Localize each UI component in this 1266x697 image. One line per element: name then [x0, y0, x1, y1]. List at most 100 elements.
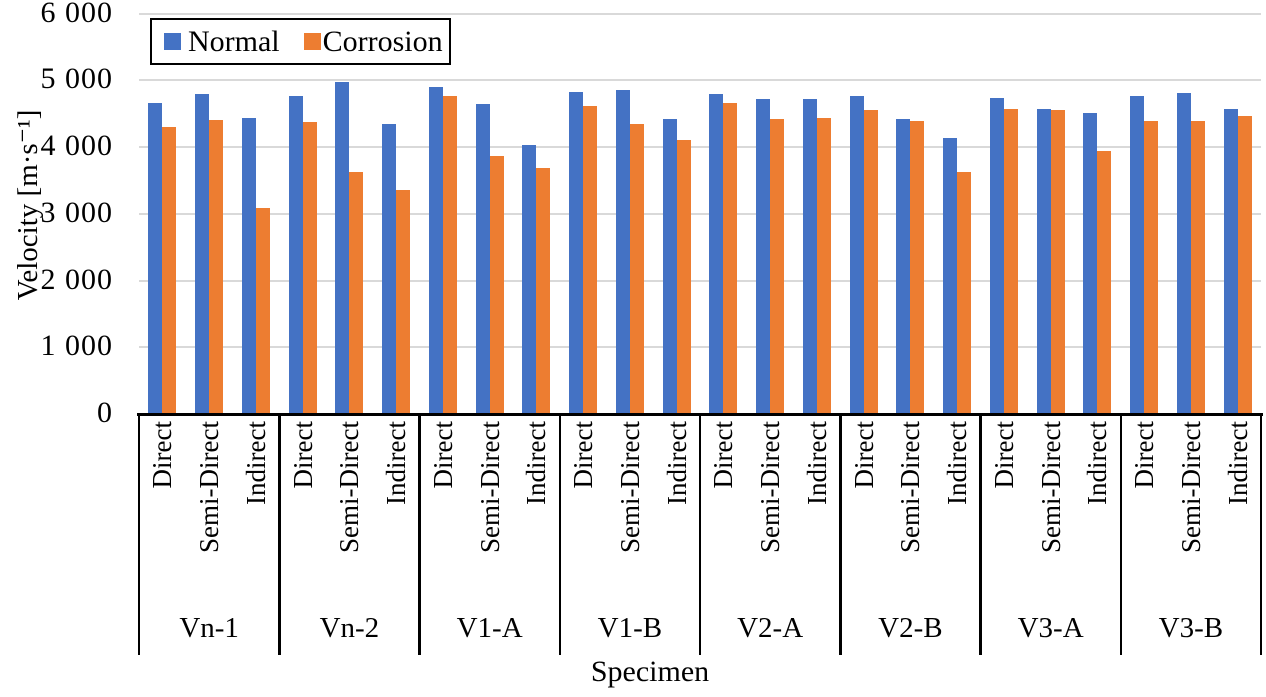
- category-divider: [418, 414, 421, 655]
- y-tick-label: 6 000: [40, 0, 113, 29]
- direction-label: Direct: [708, 421, 739, 489]
- bar-corrosion-Vn-1-indirect: [255, 207, 270, 414]
- bar-normal-V3-B-semi-direct: [1176, 92, 1191, 414]
- direction-label: Indirect: [381, 421, 412, 505]
- bar-corrosion-V3-A-indirect: [1097, 151, 1112, 414]
- direction-label: Direct: [427, 421, 458, 489]
- bar-corrosion-V2-A-indirect: [816, 118, 831, 414]
- bar-normal-V2-B-direct: [849, 95, 864, 414]
- bar-corrosion-V2-A-semi-direct: [770, 118, 785, 414]
- specimen-label: V3-B: [1158, 612, 1224, 644]
- bar-corrosion-V1-A-indirect: [536, 167, 551, 414]
- bar-normal-V2-B-indirect: [943, 138, 958, 414]
- category-divider: [558, 414, 561, 655]
- direction-label: Direct: [147, 421, 178, 489]
- bar-normal-V3-A-semi-direct: [1036, 108, 1051, 414]
- bar-corrosion-V1-B-semi-direct: [629, 124, 644, 414]
- x-axis-title: Specimen: [590, 655, 710, 688]
- direction-label: Semi-Direct: [1175, 421, 1206, 553]
- bar-normal-V1-A-semi-direct: [475, 103, 490, 414]
- bar-corrosion-V1-B-direct: [583, 106, 598, 414]
- direction-label: Semi-Direct: [614, 421, 645, 553]
- bar-corrosion-V1-A-semi-direct: [489, 155, 504, 414]
- bar-normal-V1-A-indirect: [522, 144, 537, 414]
- direction-label: Indirect: [942, 421, 973, 505]
- direction-label: Direct: [988, 421, 1019, 489]
- bar-normal-Vn-2-indirect: [382, 123, 397, 414]
- gridline: [139, 212, 1261, 215]
- gridline: [139, 12, 1261, 15]
- bar-corrosion-Vn-1-semi-direct: [209, 120, 224, 414]
- bar-normal-V2-A-indirect: [802, 98, 817, 414]
- bar-normal-Vn-2-semi-direct: [335, 82, 350, 414]
- y-tick-label: 0: [97, 396, 113, 429]
- y-tick-label: 4 000: [40, 129, 113, 162]
- specimen-label: V1-B: [597, 612, 663, 644]
- legend-label-normal: Normal: [188, 24, 280, 58]
- gridline: [139, 279, 1261, 282]
- specimen-label: V1-A: [456, 612, 523, 644]
- direction-label: Indirect: [1222, 421, 1253, 505]
- direction-label: Direct: [848, 421, 879, 489]
- direction-label: Indirect: [240, 421, 271, 505]
- legend-item-corrosion: Corrosion: [303, 24, 443, 58]
- bar-normal-Vn-1-indirect: [241, 118, 256, 414]
- category-divider: [137, 414, 141, 655]
- direction-label: Indirect: [521, 421, 552, 505]
- category-divider: [839, 414, 842, 655]
- legend-label-corrosion: Corrosion: [322, 24, 443, 58]
- bar-corrosion-V2-B-indirect: [957, 172, 972, 414]
- bar-normal-V3-A-indirect: [1083, 112, 1098, 414]
- bar-normal-V3-B-indirect: [1223, 108, 1238, 414]
- bar-normal-V3-A-direct: [989, 98, 1004, 414]
- specimen-label: V3-A: [1017, 612, 1084, 644]
- direction-label: Semi-Direct: [334, 421, 365, 553]
- bar-normal-V2-A-direct: [709, 94, 724, 414]
- bar-normal-V1-B-indirect: [662, 118, 677, 414]
- bar-corrosion-V3-B-direct: [1144, 120, 1159, 414]
- bar-normal-V1-A-direct: [428, 86, 443, 414]
- y-tick-label: 1 000: [40, 329, 113, 363]
- corrosion-series-swatch-icon: [303, 33, 321, 50]
- bar-normal-V1-B-direct: [569, 92, 584, 414]
- direction-label: Semi-Direct: [474, 421, 505, 553]
- specimen-label: V2-A: [737, 612, 804, 644]
- bar-corrosion-V3-A-direct: [1003, 108, 1018, 414]
- bar-corrosion-V3-B-indirect: [1237, 116, 1252, 414]
- bar-corrosion-V1-B-indirect: [676, 139, 691, 414]
- direction-label: Semi-Direct: [895, 421, 926, 553]
- bar-normal-V3-B-direct: [1130, 95, 1145, 414]
- specimen-label: V2-B: [878, 612, 943, 644]
- bar-corrosion-V1-A-direct: [442, 95, 457, 414]
- direction-label: Direct: [287, 421, 318, 489]
- bar-normal-V2-A-semi-direct: [756, 98, 771, 414]
- bar-corrosion-V3-A-semi-direct: [1050, 110, 1065, 414]
- y-tick-label: 3 000: [40, 195, 113, 229]
- bar-corrosion-Vn-2-direct: [302, 122, 317, 414]
- direction-label: Indirect: [801, 421, 832, 505]
- legend: Normal Corrosion: [150, 18, 451, 65]
- bar-corrosion-Vn-2-indirect: [396, 189, 411, 414]
- category-divider: [698, 414, 702, 655]
- direction-label: Semi-Direct: [755, 421, 786, 553]
- bar-corrosion-V3-B-semi-direct: [1190, 120, 1205, 414]
- gridline: [139, 79, 1261, 82]
- y-tick-label: 2 000: [40, 262, 113, 296]
- direction-label: Indirect: [661, 421, 692, 505]
- bar-corrosion-Vn-2-semi-direct: [349, 172, 364, 414]
- category-divider: [278, 414, 281, 655]
- bar-normal-Vn-2-direct: [288, 96, 303, 414]
- bar-normal-V1-B-semi-direct: [615, 90, 630, 414]
- direction-label: Semi-Direct: [194, 421, 225, 553]
- direction-label: Semi-Direct: [1035, 421, 1066, 553]
- category-divider: [1119, 414, 1122, 655]
- bar-corrosion-V2-B-semi-direct: [910, 120, 925, 414]
- normal-series-swatch-icon: [164, 33, 181, 50]
- direction-label: Direct: [1129, 421, 1160, 489]
- legend-item-normal: Normal: [164, 24, 280, 58]
- y-tick-label: 5 000: [40, 62, 113, 96]
- category-divider: [979, 414, 982, 655]
- specimen-label: Vn-2: [319, 612, 380, 644]
- direction-label: Direct: [568, 421, 599, 489]
